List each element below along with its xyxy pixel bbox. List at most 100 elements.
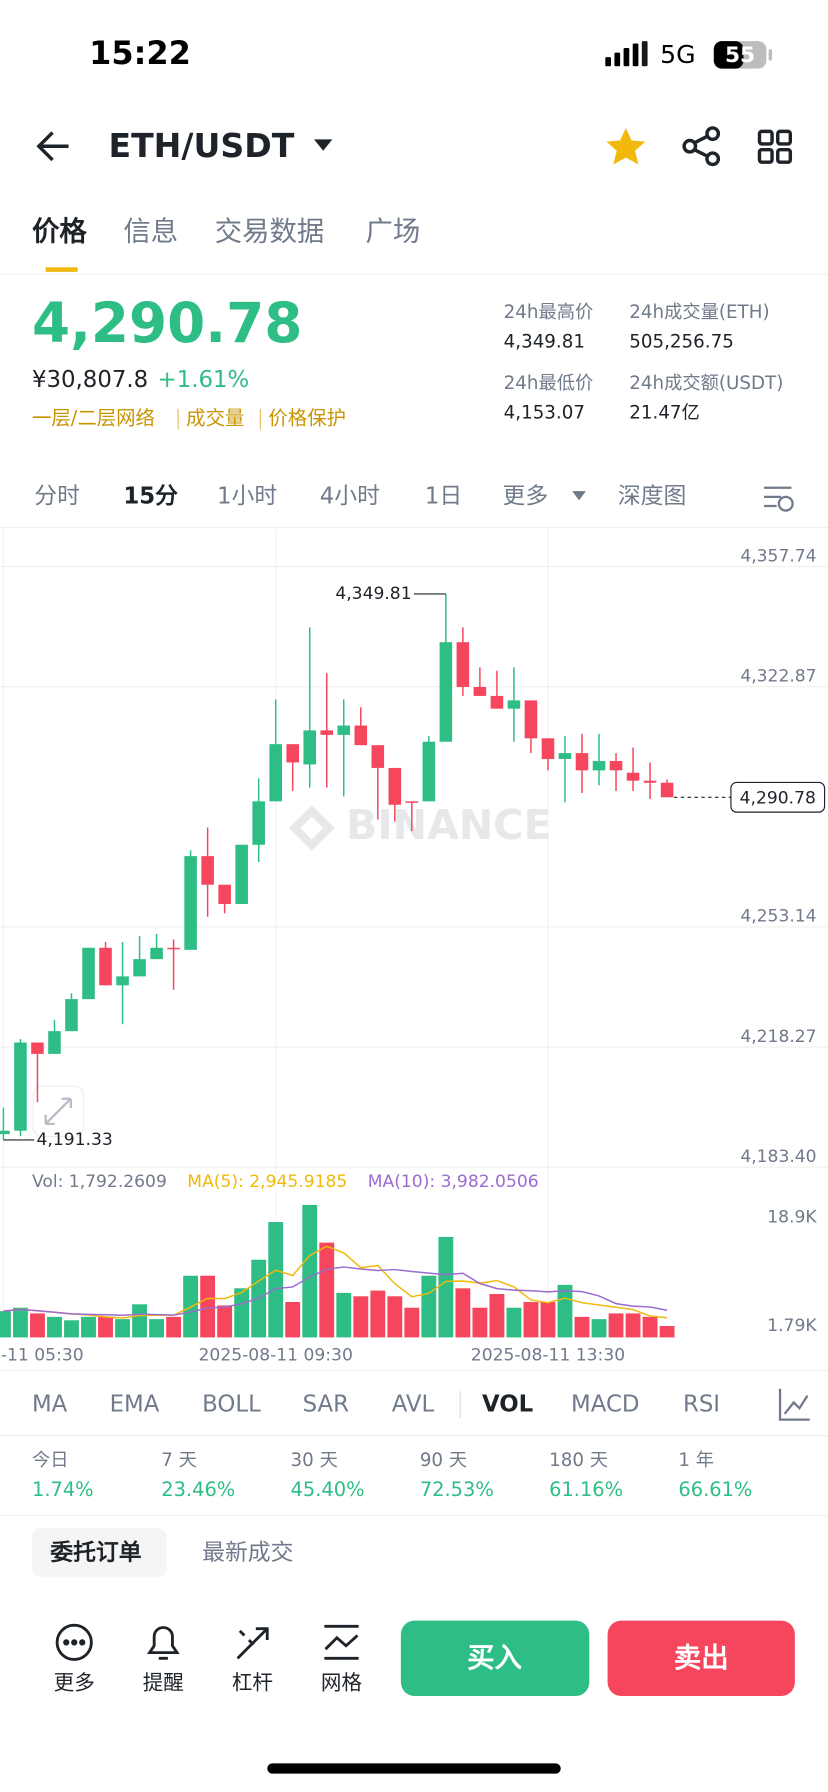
volume-bar (268, 1222, 284, 1338)
expand-button[interactable] (32, 1085, 84, 1137)
favorite-star[interactable] (606, 127, 646, 165)
indicator-tab[interactable]: EMA (110, 1391, 160, 1417)
indicator-tab[interactable]: BOLL (202, 1391, 261, 1417)
candle-body (0, 1130, 10, 1135)
interval[interactable]: 4小时 (320, 483, 380, 509)
performance-label: 180 天 (549, 1450, 608, 1471)
stat-label: 24h最低价 (504, 373, 594, 394)
pair-dropdown[interactable] (314, 139, 333, 151)
more-icon[interactable] (55, 1623, 93, 1661)
volume-bar (659, 1326, 675, 1338)
performance-label: 30 天 (291, 1450, 338, 1471)
indicator-tab[interactable]: RSI (683, 1391, 720, 1417)
candle-body (456, 642, 470, 687)
volume-bar (557, 1284, 573, 1338)
volume-bar (200, 1275, 216, 1338)
candle-body (201, 856, 214, 885)
share-button[interactable] (682, 126, 721, 167)
candle-body (133, 959, 146, 977)
candle-body (48, 1031, 61, 1054)
action-label[interactable]: 杠杆 (232, 1670, 273, 1694)
indicator-settings[interactable] (778, 1388, 810, 1421)
status-time: 15:22 (89, 34, 191, 72)
volume-bar (217, 1305, 233, 1338)
action-label[interactable]: 更多 (54, 1670, 95, 1694)
volume-bar (523, 1302, 539, 1338)
volume-bar (98, 1316, 113, 1338)
y-tick-label: 4,218.27 (740, 1027, 816, 1047)
indicator-tab[interactable]: MACD (571, 1391, 639, 1417)
volume-bar (591, 1319, 607, 1338)
sell-button[interactable] (607, 1620, 795, 1697)
price-tag[interactable]: 一层/二层网络 (32, 407, 155, 430)
volume-bar (81, 1316, 96, 1338)
grid-menu[interactable] (757, 129, 793, 164)
indicator-tab[interactable]: SAR (303, 1391, 350, 1417)
performance-value: 66.61% (678, 1478, 752, 1501)
buy-button[interactable] (400, 1620, 590, 1697)
stat-value: 4,153.07 (504, 402, 585, 423)
order-tab-active[interactable] (31, 1528, 167, 1578)
volume-bar (608, 1313, 624, 1338)
action-label[interactable]: 提醒 (143, 1670, 184, 1694)
back-button[interactable] (36, 131, 69, 162)
alert-icon[interactable] (146, 1626, 180, 1660)
volume-tick-label: 18.9K (767, 1207, 817, 1227)
volume-bar (285, 1302, 301, 1338)
order-tab[interactable]: 最新成交 (202, 1540, 293, 1566)
interval[interactable]: 深度图 (618, 483, 686, 509)
performance-value: 61.16% (549, 1478, 623, 1501)
volume-bar (472, 1307, 488, 1338)
grid-icon[interactable] (324, 1624, 359, 1660)
y-tick-label: 4,357.74 (740, 546, 816, 566)
volume-ma-line (3, 1245, 668, 1319)
sell-label[interactable]: 卖出 (674, 1643, 729, 1674)
candle-body (252, 801, 265, 845)
stat-value: 4,349.81 (504, 332, 585, 353)
indicator-tab[interactable]: MA (32, 1391, 68, 1417)
x-tick-label: 2025-08-11 09:30 (199, 1346, 353, 1366)
leverage-icon[interactable] (236, 1627, 269, 1660)
candle-body (218, 884, 231, 905)
volume-tick-label: 1.79K (767, 1316, 817, 1336)
pair-title[interactable]: ETH/USDT (108, 126, 294, 165)
stat-label: 24h最高价 (504, 302, 594, 323)
indicator-tab[interactable]: AVL (392, 1391, 435, 1417)
performance-label: 1 年 (678, 1450, 714, 1471)
battery-level: 55 (725, 43, 755, 68)
last-price: 4,290.78 (32, 291, 302, 355)
high-label: 4,349.81 (335, 584, 411, 604)
tab[interactable]: 广场 (365, 217, 420, 248)
order-tab[interactable]: 委托订单 (50, 1540, 141, 1566)
volume-bar (455, 1288, 471, 1338)
price-tag[interactable]: 成交量 (186, 407, 244, 430)
price-tag[interactable]: 价格保护 (268, 407, 346, 430)
tab[interactable]: 信息 (123, 217, 178, 248)
interval[interactable]: 1小时 (217, 483, 277, 509)
watermark: BINANCE (346, 801, 552, 849)
volume-bar (353, 1296, 369, 1338)
tab-indicator (45, 267, 78, 272)
candle-body (235, 844, 248, 905)
interval[interactable]: 更多 (503, 483, 549, 509)
tab[interactable]: 交易数据 (215, 217, 325, 248)
volume-bar (166, 1316, 182, 1338)
interval[interactable]: 分时 (34, 483, 80, 509)
volume-bar (0, 1311, 11, 1338)
volume-bar (234, 1288, 250, 1338)
tab[interactable]: 价格 (32, 217, 87, 248)
interval[interactable]: 15分 (123, 483, 178, 509)
action-label[interactable]: 网格 (321, 1670, 363, 1694)
volume-bar (506, 1307, 522, 1338)
candle-body (575, 753, 589, 771)
buy-label[interactable]: 买入 (467, 1643, 522, 1674)
indicator-tab[interactable]: VOL (482, 1391, 533, 1417)
battery-icon (713, 41, 773, 69)
candle-body (473, 686, 487, 696)
interval-dropdown[interactable] (572, 491, 586, 501)
candle-body (558, 753, 572, 759)
stat-value: 505,256.75 (629, 332, 734, 353)
chart-settings[interactable] (764, 486, 794, 512)
interval[interactable]: 1日 (425, 483, 462, 509)
